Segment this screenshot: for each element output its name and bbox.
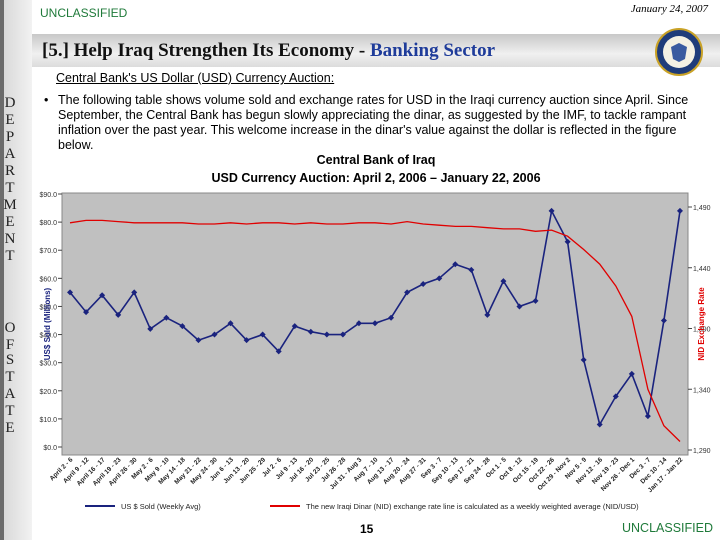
y-tick-label: $60.0 <box>39 276 57 283</box>
point <box>388 314 395 321</box>
date: January 24, 2007 <box>630 3 708 15</box>
y-tick-label: $50.0 <box>39 304 57 311</box>
y2-tick-label: 1,290 <box>693 448 711 455</box>
slide-title: [5.] Help Iraq Strengthen Its Economy - … <box>42 40 495 62</box>
point <box>99 292 106 299</box>
point <box>404 289 411 296</box>
chart-title: Central Bank of Iraq <box>316 153 436 167</box>
y-tick-label: $30.0 <box>39 361 57 368</box>
y2-axis-title: NID Exchange Rate <box>697 287 706 361</box>
point <box>644 413 651 420</box>
point <box>372 320 378 327</box>
point <box>612 393 619 400</box>
point <box>307 328 314 335</box>
y2-tick-label: 1,340 <box>693 387 711 394</box>
y-axis-title: US$ Sold (Millions) <box>43 287 52 360</box>
point <box>580 356 587 363</box>
bullet: • The following table shows volume sold a… <box>44 93 694 153</box>
point <box>676 207 683 214</box>
point <box>339 331 346 338</box>
page-number: 15 <box>360 522 374 536</box>
point <box>484 311 491 318</box>
chart-subtitle: USD Currency Auction: April 2, 2006 – Ja… <box>211 171 541 185</box>
y2-tick-label: 1,490 <box>693 205 711 212</box>
point <box>468 266 475 273</box>
legend-label: US $ Sold (Weekly Avg) <box>121 502 201 511</box>
y-tick-label: $0.0 <box>43 445 57 452</box>
point <box>452 261 459 268</box>
point <box>227 320 234 327</box>
y2-tick-label: 1,390 <box>693 327 711 334</box>
point <box>596 421 603 428</box>
point <box>323 331 330 338</box>
point <box>516 303 523 310</box>
title-highlight: Banking Sector <box>369 40 496 61</box>
side-word: OF <box>2 320 18 354</box>
side-strip <box>0 0 32 540</box>
y-tick-label: $20.0 <box>39 389 57 396</box>
seal <box>655 28 703 76</box>
y-tick-label: $10.0 <box>39 417 57 424</box>
bullet-text: The following table shows volume sold an… <box>58 93 689 152</box>
point <box>243 337 250 344</box>
point <box>179 323 186 330</box>
y-tick-label: $90.0 <box>39 192 57 199</box>
point <box>195 337 202 344</box>
point <box>548 207 555 214</box>
point <box>115 311 122 318</box>
title-band <box>32 34 720 67</box>
legend-label: The new Iraqi Dinar (NID) exchange rate … <box>306 502 639 511</box>
point <box>147 325 154 332</box>
point <box>564 238 571 245</box>
point <box>628 370 635 377</box>
heading: Central Bank's US Dollar (USD) Currency … <box>56 71 335 85</box>
point <box>532 297 539 304</box>
side-word: DEPARTMENT <box>2 95 18 265</box>
y2-tick-label: 1,440 <box>693 266 711 273</box>
y-tick-label: $70.0 <box>39 248 57 255</box>
classification: UNCLASSIFIED <box>40 6 128 20</box>
classification: UNCLASSIFIED <box>622 521 713 535</box>
point <box>420 280 427 287</box>
point <box>275 348 282 355</box>
point <box>163 314 170 321</box>
side-word: STATE <box>2 352 18 437</box>
title-main: [5.] Help Iraq Strengthen Its Economy - <box>42 40 370 61</box>
point <box>355 320 362 327</box>
point <box>259 331 266 338</box>
point <box>500 278 507 285</box>
point <box>131 289 138 296</box>
point <box>83 309 90 316</box>
point <box>291 323 298 330</box>
y-tick-label: $40.0 <box>39 333 57 340</box>
y-tick-label: $80.0 <box>39 220 57 227</box>
series-line <box>69 219 681 442</box>
point <box>67 289 74 296</box>
point <box>660 317 667 324</box>
point <box>211 331 218 338</box>
point <box>436 275 443 282</box>
